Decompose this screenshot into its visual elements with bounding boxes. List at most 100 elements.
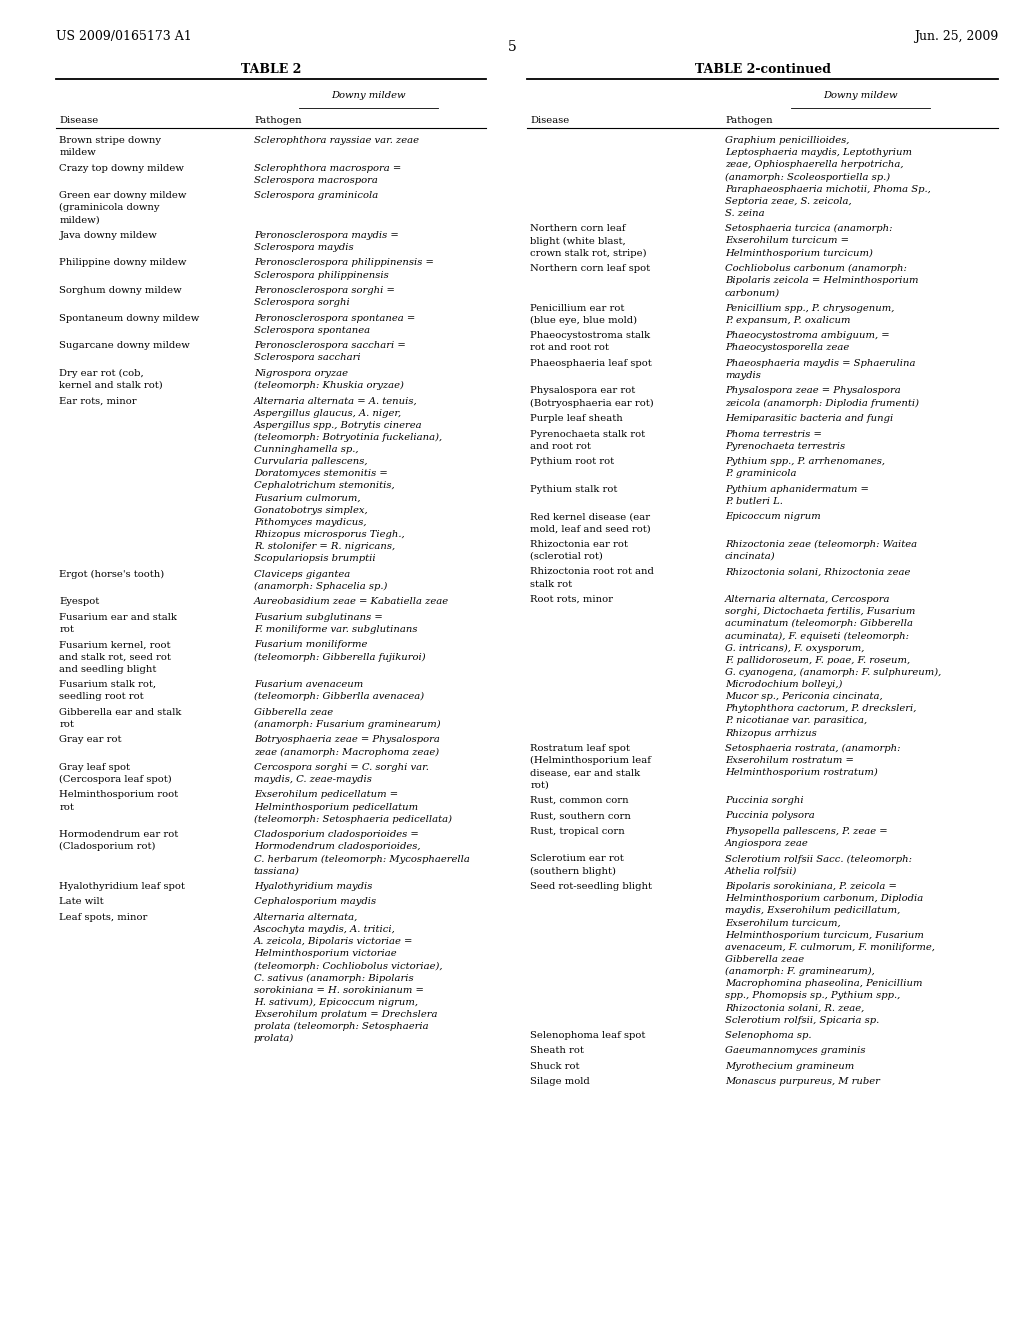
Text: (Botryosphaeria ear rot): (Botryosphaeria ear rot) xyxy=(530,399,654,408)
Text: kernel and stalk rot): kernel and stalk rot) xyxy=(59,381,163,389)
Text: (anamorph: Fusarium graminearum): (anamorph: Fusarium graminearum) xyxy=(254,719,440,729)
Text: Northern corn leaf: Northern corn leaf xyxy=(530,224,626,234)
Text: Silage mold: Silage mold xyxy=(530,1077,590,1086)
Text: Fusarium culmorum,: Fusarium culmorum, xyxy=(254,494,360,503)
Text: Disease: Disease xyxy=(59,116,98,125)
Text: Pithomyces maydicus,: Pithomyces maydicus, xyxy=(254,517,367,527)
Text: rot: rot xyxy=(59,624,75,634)
Text: (sclerotial rot): (sclerotial rot) xyxy=(530,552,603,561)
Text: maydis: maydis xyxy=(725,371,761,380)
Text: Red kernel disease (ear: Red kernel disease (ear xyxy=(530,512,650,521)
Text: Myrothecium gramineum: Myrothecium gramineum xyxy=(725,1061,854,1071)
Text: mildew): mildew) xyxy=(59,215,100,224)
Text: C. sativus (anamorph: Bipolaris: C. sativus (anamorph: Bipolaris xyxy=(254,974,414,983)
Text: Sclerospora sorghi: Sclerospora sorghi xyxy=(254,298,350,308)
Text: Bipolaris sorokiniana, P. zeicola =: Bipolaris sorokiniana, P. zeicola = xyxy=(725,882,897,891)
Text: Jun. 25, 2009: Jun. 25, 2009 xyxy=(914,30,998,44)
Text: crown stalk rot, stripe): crown stalk rot, stripe) xyxy=(530,248,647,257)
Text: Leaf spots, minor: Leaf spots, minor xyxy=(59,913,147,921)
Text: sorghi, Dictochaeta fertilis, Fusarium: sorghi, Dictochaeta fertilis, Fusarium xyxy=(725,607,915,616)
Text: P. butleri L.: P. butleri L. xyxy=(725,496,783,506)
Text: Pythium root rot: Pythium root rot xyxy=(530,457,614,466)
Text: TABLE 2-continued: TABLE 2-continued xyxy=(695,63,830,77)
Text: Helminthosporium victoriae: Helminthosporium victoriae xyxy=(254,949,396,958)
Text: Fusarium avenaceum: Fusarium avenaceum xyxy=(254,680,364,689)
Text: (Helminthosporium leaf: (Helminthosporium leaf xyxy=(530,756,651,766)
Text: Scopulariopsis brumptii: Scopulariopsis brumptii xyxy=(254,554,376,564)
Text: (teleomorph: Setosphaeria pedicellata): (teleomorph: Setosphaeria pedicellata) xyxy=(254,814,452,824)
Text: Bipolaris zeicola = Helminthosporium: Bipolaris zeicola = Helminthosporium xyxy=(725,276,919,285)
Text: Eyespot: Eyespot xyxy=(59,597,99,606)
Text: disease, ear and stalk: disease, ear and stalk xyxy=(530,768,641,777)
Text: Cladosporium cladosporioides =: Cladosporium cladosporioides = xyxy=(254,830,419,840)
Text: mildew: mildew xyxy=(59,148,96,157)
Text: Peronosclerospora philippinensis =: Peronosclerospora philippinensis = xyxy=(254,259,434,268)
Text: cincinata): cincinata) xyxy=(725,552,775,561)
Text: zeae, Ophiosphaerella herpotricha,: zeae, Ophiosphaerella herpotricha, xyxy=(725,160,903,169)
Text: Septoria zeae, S. zeicola,: Septoria zeae, S. zeicola, xyxy=(725,197,852,206)
Text: Late wilt: Late wilt xyxy=(59,898,104,907)
Text: Macrophomina phaseolina, Penicillium: Macrophomina phaseolina, Penicillium xyxy=(725,979,923,989)
Text: Rust, common corn: Rust, common corn xyxy=(530,796,629,805)
Text: P. nicotianae var. parasitica,: P. nicotianae var. parasitica, xyxy=(725,717,867,726)
Text: carbonum): carbonum) xyxy=(725,288,780,297)
Text: Leptosphaeria maydis, Leptothyrium: Leptosphaeria maydis, Leptothyrium xyxy=(725,148,912,157)
Text: (teleomorph: Gibberlla avenacea): (teleomorph: Gibberlla avenacea) xyxy=(254,692,424,701)
Text: Setosphaeria rostrata, (anamorph:: Setosphaeria rostrata, (anamorph: xyxy=(725,744,900,754)
Text: (anamorph: F. graminearum),: (anamorph: F. graminearum), xyxy=(725,968,874,977)
Text: Sclerotium ear rot: Sclerotium ear rot xyxy=(530,854,625,863)
Text: Rhizopus arrhizus: Rhizopus arrhizus xyxy=(725,729,817,738)
Text: prolata (teleomorph: Setosphaeria: prolata (teleomorph: Setosphaeria xyxy=(254,1022,429,1031)
Text: Downy mildew: Downy mildew xyxy=(823,91,897,100)
Text: Gibberella zeae: Gibberella zeae xyxy=(725,954,804,964)
Text: Pathogen: Pathogen xyxy=(725,116,773,125)
Text: Spontaneum downy mildew: Spontaneum downy mildew xyxy=(59,314,200,322)
Text: Exserohilum turcicum,: Exserohilum turcicum, xyxy=(725,919,841,928)
Text: S. zeina: S. zeina xyxy=(725,209,765,218)
Text: Puccinia polysora: Puccinia polysora xyxy=(725,812,815,821)
Text: Selenophoma sp.: Selenophoma sp. xyxy=(725,1031,811,1040)
Text: (teleomorph: Cochliobolus victoriae),: (teleomorph: Cochliobolus victoriae), xyxy=(254,961,442,970)
Text: (graminicola downy: (graminicola downy xyxy=(59,203,160,213)
Text: Cephalotrichum stemonitis,: Cephalotrichum stemonitis, xyxy=(254,482,394,491)
Text: Helminthosporium turcicum, Fusarium: Helminthosporium turcicum, Fusarium xyxy=(725,931,924,940)
Text: prolata): prolata) xyxy=(254,1035,294,1044)
Text: Exserohilum turcicum =: Exserohilum turcicum = xyxy=(725,236,849,246)
Text: Helminthosporium turcicum): Helminthosporium turcicum) xyxy=(725,248,872,257)
Text: Sclerophthora macrospora =: Sclerophthora macrospora = xyxy=(254,164,401,173)
Text: Phytophthora cactorum, P. drecksleri,: Phytophthora cactorum, P. drecksleri, xyxy=(725,705,916,713)
Text: Fusarium moniliforme: Fusarium moniliforme xyxy=(254,640,368,649)
Text: Sorghum downy mildew: Sorghum downy mildew xyxy=(59,286,182,296)
Text: Sugarcane downy mildew: Sugarcane downy mildew xyxy=(59,341,190,350)
Text: Hyalothyridium leaf spot: Hyalothyridium leaf spot xyxy=(59,882,185,891)
Text: Gonatobotrys simplex,: Gonatobotrys simplex, xyxy=(254,506,368,515)
Text: Setosphaeria turcica (anamorph:: Setosphaeria turcica (anamorph: xyxy=(725,224,893,234)
Text: P. expansum, P. oxalicum: P. expansum, P. oxalicum xyxy=(725,315,851,325)
Text: Purple leaf sheath: Purple leaf sheath xyxy=(530,414,624,424)
Text: Crazy top downy mildew: Crazy top downy mildew xyxy=(59,164,184,173)
Text: Helminthosporium carbonum, Diplodia: Helminthosporium carbonum, Diplodia xyxy=(725,894,924,903)
Text: Aureobasidium zeae = Kabatiella zeae: Aureobasidium zeae = Kabatiella zeae xyxy=(254,597,450,606)
Text: Shuck rot: Shuck rot xyxy=(530,1061,580,1071)
Text: Downy mildew: Downy mildew xyxy=(332,91,406,100)
Text: Seed rot-seedling blight: Seed rot-seedling blight xyxy=(530,882,652,891)
Text: Curvularia pallescens,: Curvularia pallescens, xyxy=(254,457,368,466)
Text: Pythium stalk rot: Pythium stalk rot xyxy=(530,484,617,494)
Text: Helminthosporium root: Helminthosporium root xyxy=(59,791,178,800)
Text: Alternaria alternata = A. tenuis,: Alternaria alternata = A. tenuis, xyxy=(254,396,418,405)
Text: Peronosclerospora spontanea =: Peronosclerospora spontanea = xyxy=(254,314,415,322)
Text: Fusarium ear and stalk: Fusarium ear and stalk xyxy=(59,612,177,622)
Text: zeae (anamorph: Macrophoma zeae): zeae (anamorph: Macrophoma zeae) xyxy=(254,747,439,756)
Text: Phoma terrestris =: Phoma terrestris = xyxy=(725,429,822,438)
Text: acuminata), F. equiseti (teleomorph:: acuminata), F. equiseti (teleomorph: xyxy=(725,631,909,640)
Text: Northern corn leaf spot: Northern corn leaf spot xyxy=(530,264,650,273)
Text: Penicillium spp., P. chrysogenum,: Penicillium spp., P. chrysogenum, xyxy=(725,304,894,313)
Text: TABLE 2: TABLE 2 xyxy=(242,63,301,77)
Text: Gibberella ear and stalk: Gibberella ear and stalk xyxy=(59,708,182,717)
Text: Paraphaeosphaeria michotii, Phoma Sp.,: Paraphaeosphaeria michotii, Phoma Sp., xyxy=(725,185,931,194)
Text: Rhizoctonia solani, R. zeae,: Rhizoctonia solani, R. zeae, xyxy=(725,1003,864,1012)
Text: Doratomyces stemonitis =: Doratomyces stemonitis = xyxy=(254,469,388,478)
Text: Helminthosporium pedicellatum: Helminthosporium pedicellatum xyxy=(254,803,418,812)
Text: Botryosphaeria zeae = Physalospora: Botryosphaeria zeae = Physalospora xyxy=(254,735,440,744)
Text: (teleomorph: Botryotinia fuckeliana),: (teleomorph: Botryotinia fuckeliana), xyxy=(254,433,442,442)
